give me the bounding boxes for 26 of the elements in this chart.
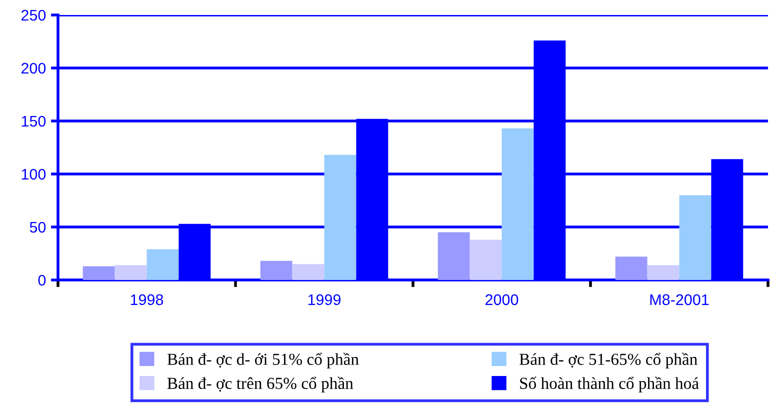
legend-label: Bán đ- ợc 51-65% cổ phần xyxy=(519,352,698,368)
bar xyxy=(647,265,680,280)
x-tick-label: 2000 xyxy=(486,294,518,306)
y-tick-label: 250 xyxy=(21,10,46,21)
bar xyxy=(146,249,179,280)
bar xyxy=(260,260,292,280)
y-tick-label: 200 xyxy=(21,62,46,74)
bar xyxy=(679,195,712,280)
bar xyxy=(292,264,324,280)
y-tick-label: 150 xyxy=(22,116,46,127)
bar xyxy=(502,128,534,280)
bar xyxy=(82,266,115,280)
bar xyxy=(470,240,502,280)
legend-label: Số hoàn thành cổ phần hoá xyxy=(520,376,699,392)
y-tick-label: 0 xyxy=(38,274,46,286)
bar xyxy=(114,265,147,280)
y-tick-label: 100 xyxy=(22,168,46,180)
x-tick-label: M8-2001 xyxy=(650,294,709,306)
legend-label: Bán đ- ợc d- ới 51% cổ phần xyxy=(167,352,359,368)
y-tick-label: 50 xyxy=(30,222,46,233)
x-tick-label: 1998 xyxy=(130,294,164,306)
bar xyxy=(615,256,648,280)
x-tick-label: 1999 xyxy=(308,294,341,306)
bar xyxy=(438,232,470,280)
legend-label: Bán đ- ợc trên 65% cổ phần xyxy=(167,376,354,392)
bar xyxy=(324,154,356,280)
